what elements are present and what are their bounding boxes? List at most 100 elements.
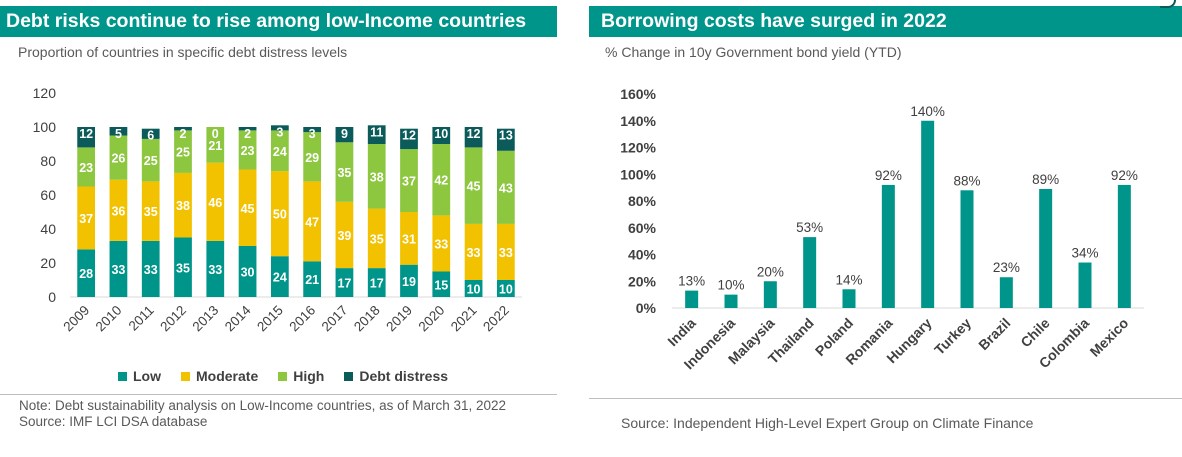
right-chart-source: Source: Independent High-Level Expert Gr… (621, 415, 1034, 431)
data-label-moderate: 46 (208, 196, 222, 210)
x-tick-label: Mexico (1087, 315, 1132, 360)
data-label-high: 43 (499, 181, 513, 195)
bar-segment-moderate (206, 162, 225, 241)
bar-segment-moderate (174, 172, 192, 238)
data-label-moderate: 31 (402, 232, 416, 246)
bar (763, 281, 777, 308)
bar (685, 290, 699, 308)
bar-segment-moderate (77, 186, 96, 250)
data-label-debt-distress: 5 (115, 127, 122, 141)
bar (999, 277, 1013, 308)
x-tick-label: 2019 (383, 303, 415, 335)
x-tick-label: 2011 (126, 303, 157, 334)
y-tick-label: 60% (628, 220, 657, 236)
legend-item-high: High (278, 368, 324, 384)
legend-label-debt-distress: Debt distress (359, 368, 449, 384)
debt-risk-stacked-bar-chart: 0204060801001202837231220093336265201033… (33, 85, 522, 335)
legend-item-moderate: Moderate (181, 368, 258, 384)
data-label-low: 24 (273, 271, 287, 285)
bar-segment-low (174, 237, 192, 297)
bar-segment-low (335, 268, 354, 297)
data-label: 92% (1111, 168, 1138, 183)
data-label: 13% (678, 274, 705, 289)
bar-segment-high (400, 149, 418, 212)
data-label-low: 19 (402, 275, 416, 289)
bar-segment-debt-distress (432, 127, 451, 144)
y-tick-label: 0 (48, 289, 56, 305)
x-tick-label: Brazil (975, 315, 1013, 353)
data-label-high: 35 (337, 166, 351, 180)
data-label-low: 33 (144, 263, 158, 277)
y-tick-label: 20 (40, 255, 56, 271)
data-label: 53% (796, 220, 823, 235)
y-tick-label: 0% (636, 300, 657, 316)
y-tick-label: 100 (33, 119, 57, 135)
legend-label-low: Low (133, 368, 161, 384)
data-label-moderate: 33 (499, 246, 513, 260)
bar-segment-moderate (400, 212, 418, 265)
data-label-debt-distress: 10 (434, 127, 448, 141)
data-label-low: 15 (434, 278, 448, 292)
bar-segment-high (238, 130, 257, 170)
bar (1117, 184, 1131, 308)
bar-segment-low (400, 264, 418, 297)
x-tick-label: 2009 (60, 303, 92, 335)
data-label-low: 10 (467, 283, 481, 297)
data-label-high: 38 (370, 170, 384, 184)
y-tick-label: 100% (620, 166, 656, 182)
bar-segment-moderate (432, 215, 451, 272)
bar-segment-low (109, 240, 128, 297)
bar-segment-low (141, 240, 160, 297)
data-label-debt-distress: 2 (244, 127, 251, 141)
x-tick-label: 2017 (319, 303, 351, 335)
bar-segment-debt-distress (303, 127, 322, 133)
data-label-high: 29 (305, 151, 319, 165)
bar (881, 184, 895, 308)
x-tick-label: 2010 (93, 303, 125, 335)
data-label-debt-distress: 13 (499, 129, 513, 143)
bar-segment-debt-distress (174, 127, 192, 131)
x-tick-label: Turkey (931, 315, 974, 358)
bar-segment-debt-distress (77, 127, 96, 148)
legend-swatch-high (278, 371, 288, 381)
y-tick-label: 60 (40, 187, 56, 203)
data-label-high: 42 (434, 174, 448, 188)
data-label-high: 23 (79, 161, 93, 175)
bar-segment-moderate (303, 181, 322, 262)
legend-item-debt-distress: Debt distress (344, 368, 448, 384)
data-label: 140% (910, 104, 945, 119)
data-label-moderate: 45 (241, 202, 255, 216)
bar-segment-debt-distress (335, 127, 354, 143)
x-tick-label: 2013 (190, 303, 222, 335)
y-tick-label: 160% (620, 86, 656, 102)
y-tick-label: 120 (33, 85, 57, 101)
bar (803, 237, 817, 308)
bar-segment-moderate (496, 223, 515, 280)
bar-segment-low (496, 280, 515, 297)
bar-segment-low (206, 240, 225, 297)
data-label-moderate: 36 (111, 204, 125, 218)
data-label-moderate: 50 (273, 208, 287, 222)
legend-item-low: Low (118, 368, 161, 384)
y-tick-label: 140% (620, 113, 656, 129)
bar-segment-debt-distress (496, 128, 515, 151)
x-tick-label: 2012 (157, 303, 189, 335)
bar (1039, 188, 1053, 308)
legend-swatch-moderate (181, 371, 190, 381)
left-chart-title: Debt risks continue to rise among low-In… (0, 6, 557, 37)
bar (842, 289, 856, 308)
data-label-debt-distress: 6 (147, 129, 154, 143)
bar-segment-low (303, 261, 322, 297)
bar-segment-high (77, 147, 96, 187)
data-label: 23% (993, 260, 1020, 275)
bar-segment-moderate (335, 201, 354, 269)
data-label: 20% (757, 264, 784, 279)
data-label-debt-distress: 12 (79, 127, 93, 141)
source-text: Source: IMF LCI DSA database (19, 414, 208, 429)
legend-label-moderate: Moderate (196, 368, 259, 384)
bar-segment-low (367, 268, 386, 297)
data-label-low: 10 (499, 283, 513, 297)
bar-segment-moderate (464, 223, 483, 280)
bar-segment-debt-distress (270, 125, 289, 131)
bar (724, 294, 738, 308)
